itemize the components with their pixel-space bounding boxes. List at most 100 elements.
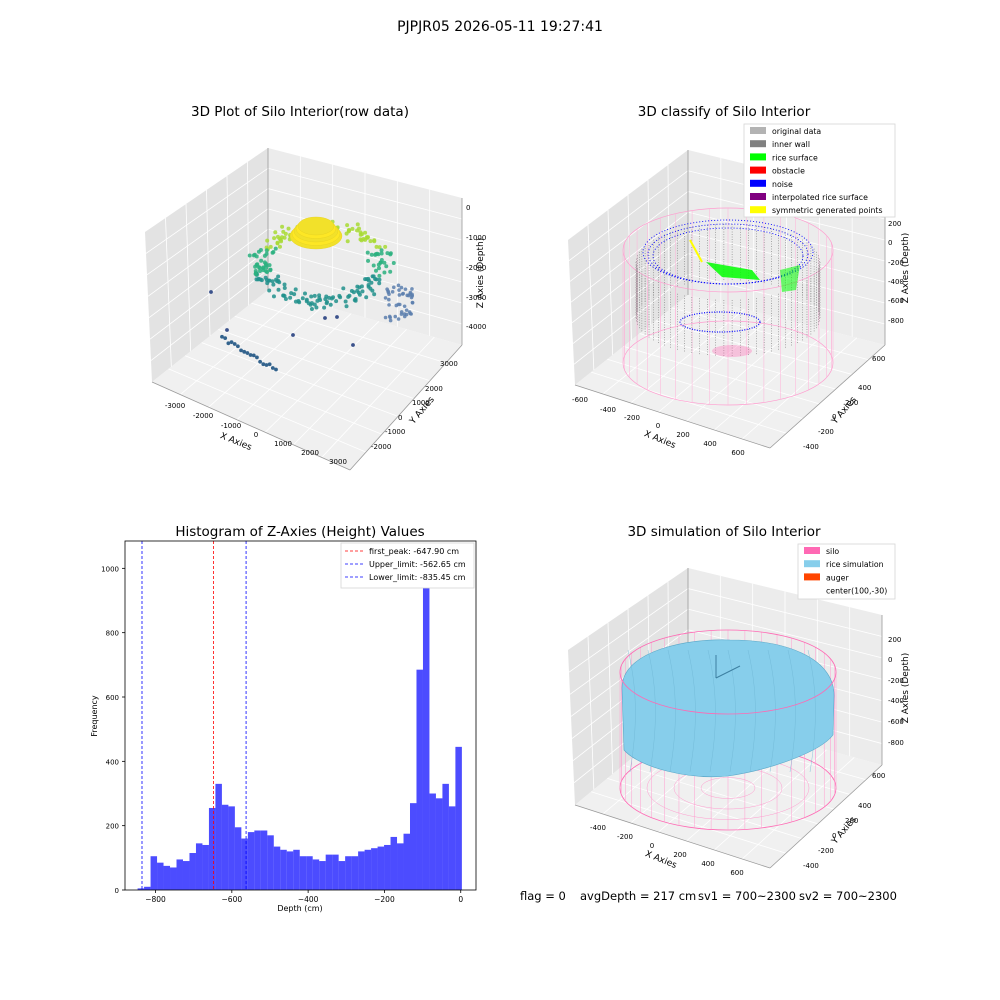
p1-data-point [312, 302, 317, 307]
p1-data-point [264, 265, 269, 270]
p1-data-point [271, 282, 276, 287]
p1-data-point [264, 251, 269, 256]
p1-data-point [265, 238, 270, 243]
p3-histogram-bar [163, 865, 171, 890]
p1-data-point [372, 239, 377, 244]
p1-data-point [289, 291, 294, 296]
p1-data-point [273, 230, 278, 235]
footer-sv2: sv2 = 700~2300 [799, 889, 897, 903]
p2-legend-swatch [750, 127, 766, 134]
p1-data-point [343, 299, 348, 304]
p2-rice-surface [780, 265, 800, 292]
p1-x-tick-label: 1000 [274, 440, 292, 448]
p4-zlabel: Z Axies (Depth) [901, 653, 911, 724]
p3-histogram-bar [299, 856, 307, 890]
p3-xlabel: Depth (cm) [277, 904, 322, 913]
p1-data-point [327, 295, 332, 300]
p2-legend-label: original data [772, 127, 821, 136]
p2-gridline [655, 320, 853, 375]
p3-histogram-bars [137, 555, 462, 890]
p4-gridline [623, 764, 819, 825]
p4-rice-mesh [687, 649, 696, 773]
p3-y-tick-label: 200 [106, 823, 119, 831]
p1-data-point [351, 290, 356, 295]
p2-gridline [607, 209, 614, 356]
p3-histogram-bar [390, 836, 398, 890]
p1-data-point [235, 344, 240, 349]
p1-data-point [366, 282, 371, 287]
p4-legend-label: center(100,-30) [826, 587, 887, 596]
p1-top-cluster [297, 216, 335, 236]
p1-data-point [384, 264, 389, 269]
p3-histogram-bar [208, 807, 216, 890]
p1-data-point [271, 294, 276, 299]
p1-data-point [283, 231, 288, 236]
p1-data-point [251, 253, 256, 258]
p3-histogram-bar [332, 854, 339, 890]
p3-histogram-bar [182, 861, 190, 890]
p1-y-tick-label: 3000 [440, 360, 458, 368]
p2-noise-ring [647, 223, 809, 285]
p3-histogram-bar [267, 835, 274, 890]
p1-data-point [397, 288, 401, 292]
p1-edge [349, 344, 463, 471]
p3-reference-lines [141, 541, 247, 890]
p3-x-tick-label: −600 [222, 895, 243, 904]
p1-data-point [377, 245, 382, 250]
p1-data-point [325, 299, 330, 304]
p1-data-point [373, 268, 378, 273]
p3-histogram-bar [351, 856, 359, 890]
p1-data-point [245, 351, 250, 355]
p1-data-point [220, 334, 224, 339]
p1-gridline [226, 175, 230, 321]
p2-classified-points [622, 207, 834, 406]
p1-data-point [258, 359, 263, 364]
p2-gridline [686, 323, 801, 422]
p1-data-point [404, 308, 409, 312]
p4-rice-mesh [727, 649, 736, 773]
p1-data-point [258, 247, 263, 252]
p1-data-point [262, 260, 267, 265]
p1-data-point [387, 303, 391, 307]
p2-gridline [607, 358, 803, 419]
p1-data-point [309, 306, 314, 311]
p3-histogram-bar [228, 806, 235, 890]
p1-data-point [345, 223, 350, 228]
p4-x-tick-label: 400 [701, 860, 714, 868]
p3-histogram-bar [422, 555, 430, 890]
p1-data-point [314, 305, 319, 310]
p1-data-point [270, 279, 275, 284]
p3-histogram-bar [202, 844, 209, 890]
p1-data-point [366, 258, 371, 263]
p1-data-point [259, 258, 264, 263]
p1-data-point [357, 226, 362, 231]
p3-histogram-bar [150, 856, 158, 890]
p4-z-tick-label: 0 [888, 656, 892, 664]
p4-y-tick-label: 0 [832, 832, 836, 840]
p1-data-point [388, 315, 393, 320]
p4-rice-mesh [707, 649, 716, 773]
p1-data-point [382, 260, 387, 265]
p1-data-point [280, 224, 285, 229]
p1-data-point [258, 269, 263, 274]
p1-data-point [318, 298, 323, 303]
p1-z-tick-label: -2000 [466, 264, 486, 272]
p1-data-point [344, 304, 349, 309]
p4-x-tick-label: 200 [673, 851, 686, 859]
p1-z-tick-label: 0 [466, 204, 470, 212]
p4-gridline [607, 778, 803, 839]
p3-plot-frame [124, 540, 477, 891]
p2-y-tick-label: 0 [832, 413, 836, 421]
p1-data-point [345, 239, 350, 244]
p4-tick-labels: -400-20002004006006004002000-200-4002000… [590, 636, 904, 877]
p1-data-point [369, 252, 374, 257]
p1-data-point [368, 286, 373, 291]
p4-rice-mesh [747, 649, 756, 773]
p3-y-tick-label: 800 [106, 630, 119, 638]
p1-data-point [304, 299, 309, 304]
p2-gridline [630, 308, 745, 404]
p4-rice-mesh [627, 649, 636, 773]
p1-tick-labels: -3000 -2000 -1000 0 1000 2000 3000 3000 2000 1000… [165, 204, 487, 466]
p1-data-point [312, 293, 317, 298]
p1-gridline [168, 368, 367, 453]
